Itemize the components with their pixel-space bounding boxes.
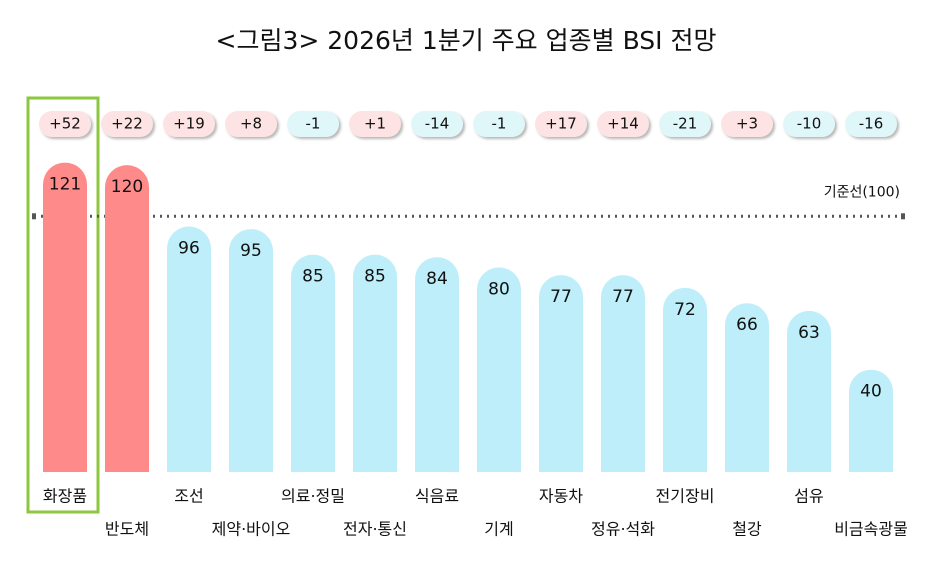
bar xyxy=(167,226,211,472)
value-label: 77 xyxy=(550,287,572,307)
value-label: 77 xyxy=(612,287,634,307)
change-pill xyxy=(349,111,401,137)
highlight-box xyxy=(26,96,100,514)
change-pill xyxy=(597,111,649,137)
change-label: +17 xyxy=(545,115,577,133)
x-tick-label: 반도체 xyxy=(105,520,149,539)
change-pill xyxy=(721,111,773,137)
value-label: 95 xyxy=(240,241,262,261)
value-label: 72 xyxy=(674,300,696,320)
value-label: 85 xyxy=(302,267,324,287)
change-label: +19 xyxy=(173,115,205,133)
value-label: 40 xyxy=(860,382,882,402)
bar xyxy=(787,310,831,472)
x-tick-label: 조선 xyxy=(174,487,203,506)
bar xyxy=(291,254,335,472)
value-label: 96 xyxy=(178,239,200,259)
x-tick-label: 기계 xyxy=(484,520,513,539)
change-label: +3 xyxy=(736,115,758,133)
value-label: 80 xyxy=(488,279,510,299)
change-pill xyxy=(287,111,339,137)
change-label: -10 xyxy=(797,115,822,133)
bar xyxy=(601,275,645,472)
change-label: +1 xyxy=(364,115,386,133)
bar xyxy=(725,303,769,472)
change-label: -16 xyxy=(859,115,884,133)
change-pill xyxy=(163,111,215,137)
change-label: -1 xyxy=(306,115,321,133)
change-label: +8 xyxy=(240,115,262,133)
bar xyxy=(353,254,397,472)
change-pill xyxy=(535,111,587,137)
value-label: 84 xyxy=(426,269,448,289)
x-tick-label: 자동차 xyxy=(539,487,583,506)
value-label: 85 xyxy=(364,267,386,287)
chart-title: <그림3> 2026년 1분기 주요 업종별 BSI 전망 xyxy=(216,26,717,55)
x-tick-label: 식음료 xyxy=(415,487,459,506)
reference-end xyxy=(32,213,36,220)
reference-label: 기준선(100) xyxy=(824,184,900,200)
x-tick-label: 철강 xyxy=(732,520,762,539)
value-label: 120 xyxy=(111,177,143,197)
x-tick-label: 전기장비 xyxy=(656,487,715,506)
change-label: -1 xyxy=(492,115,507,133)
change-label: +52 xyxy=(49,115,81,133)
change-pill xyxy=(225,111,277,137)
change-pill xyxy=(473,111,525,137)
bar xyxy=(415,257,459,472)
change-label: -14 xyxy=(425,115,450,133)
value-label: 63 xyxy=(798,323,820,343)
change-label: +22 xyxy=(111,115,143,133)
change-label: +14 xyxy=(607,115,639,133)
x-tick-label: 화장품 xyxy=(43,487,87,506)
bar xyxy=(43,162,87,473)
change-pill xyxy=(39,111,91,137)
bar xyxy=(229,229,273,472)
bar xyxy=(539,275,583,472)
x-tick-label: 전자·통신 xyxy=(343,520,407,539)
x-tick-label: 의료·정밀 xyxy=(281,487,345,506)
value-label: 66 xyxy=(736,315,758,335)
bar xyxy=(477,267,521,472)
reference-end xyxy=(901,213,905,220)
change-pill xyxy=(845,111,897,137)
bar xyxy=(663,287,707,472)
x-tick-label: 제약·바이오 xyxy=(212,520,291,539)
x-tick-label: 섬유 xyxy=(794,487,823,506)
change-label: -21 xyxy=(673,115,698,133)
bar xyxy=(849,369,893,472)
value-label: 121 xyxy=(49,175,81,195)
change-pill xyxy=(783,111,835,137)
x-tick-label: 비금속광물 xyxy=(834,520,908,539)
change-pill xyxy=(101,111,153,137)
x-tick-label: 정유·석화 xyxy=(591,520,655,539)
change-pill xyxy=(411,111,463,137)
bar xyxy=(105,165,149,472)
change-pill xyxy=(659,111,711,137)
